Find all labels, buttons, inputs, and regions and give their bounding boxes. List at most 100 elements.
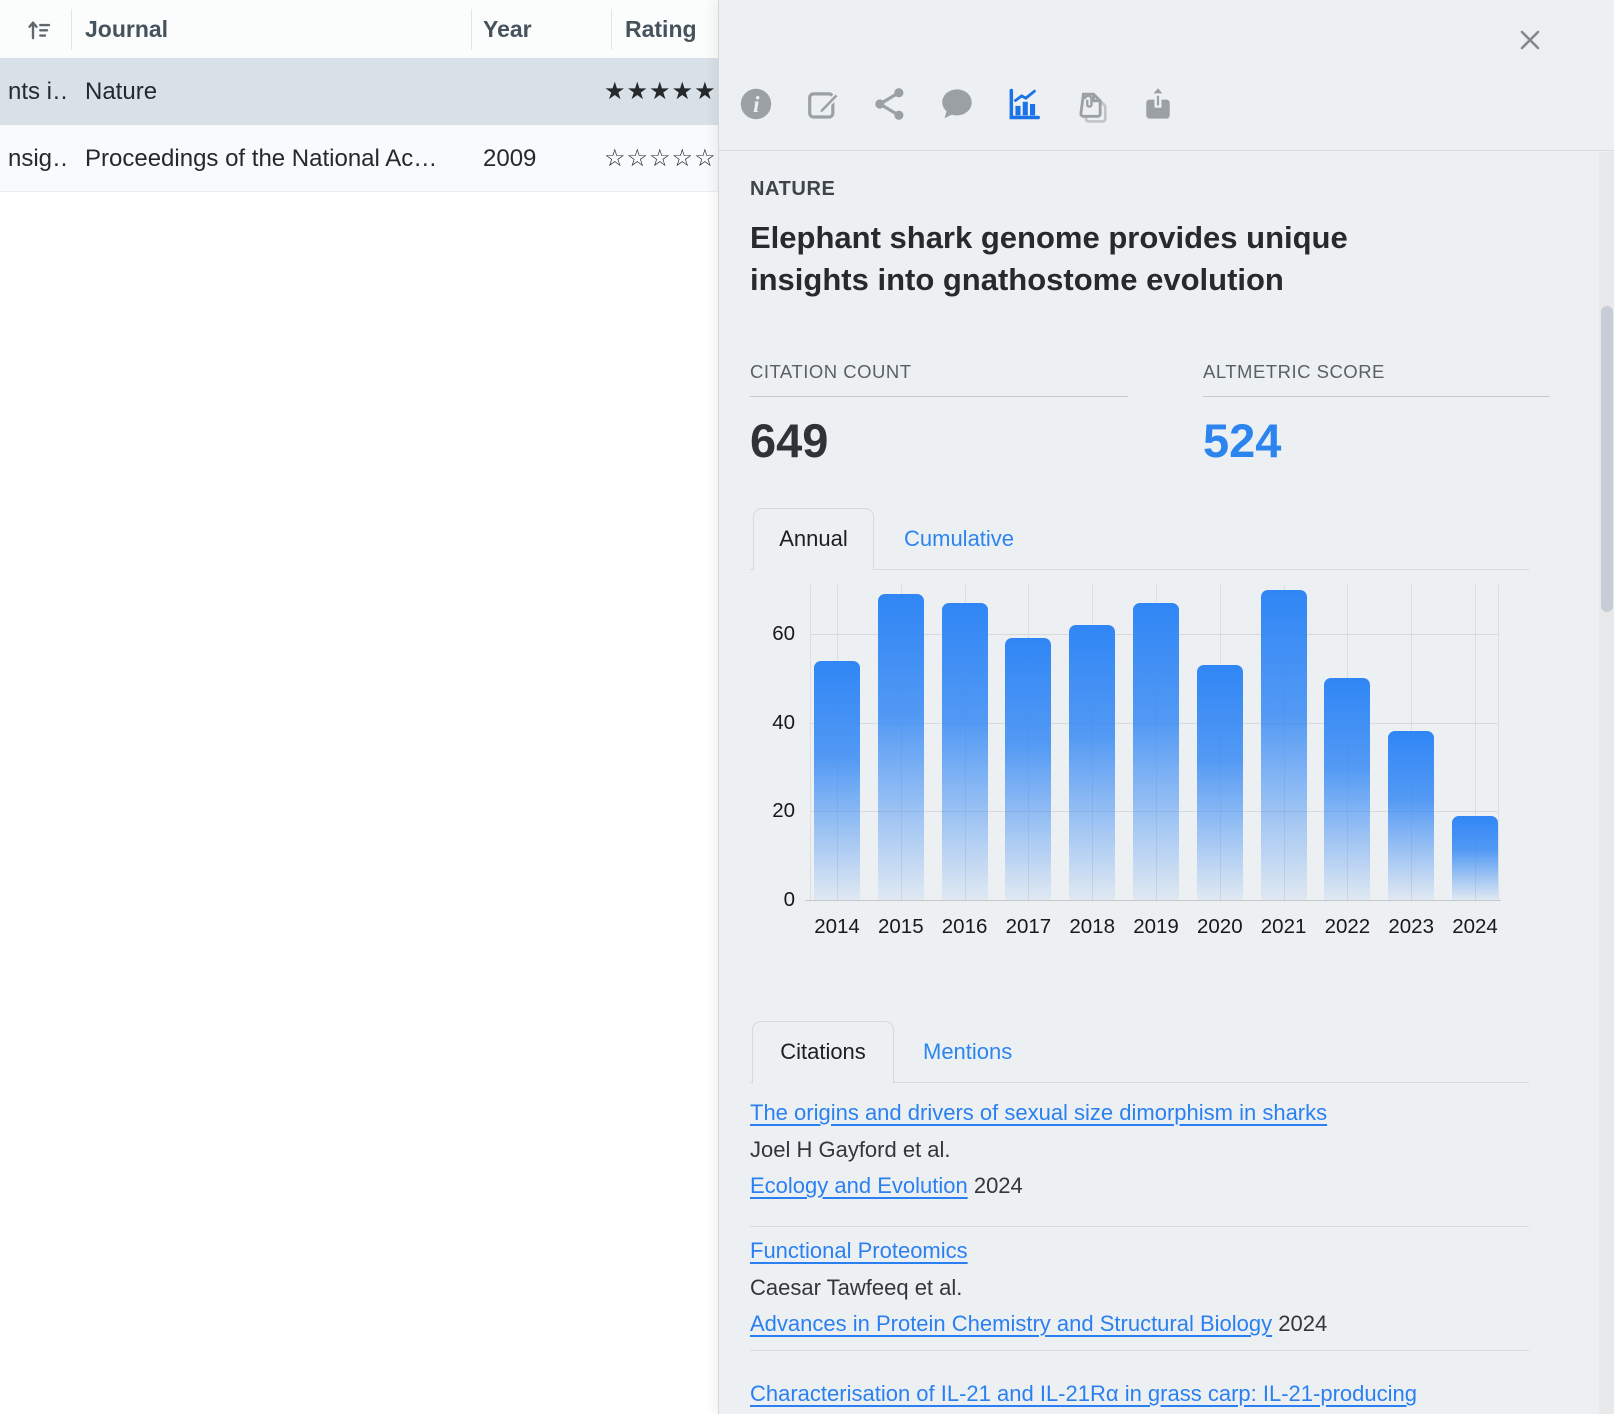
title-cell: nsig… (8, 145, 68, 172)
close-icon (1520, 30, 1540, 50)
list-tabs-divider (750, 1082, 1529, 1083)
rating-stars[interactable]: ☆☆☆☆☆ (604, 145, 717, 172)
citation-title-link[interactable]: Functional Proteomics (750, 1238, 968, 1263)
citation-divider (750, 1226, 1529, 1227)
info-button[interactable]: i (736, 84, 776, 128)
x-tick-label: 2022 (1324, 915, 1371, 938)
citation-authors: Caesar Tawfeeq et al. (750, 1275, 963, 1300)
bar-2018 (1069, 625, 1116, 900)
x-tick-label: 2016 (941, 915, 988, 938)
rating-stars[interactable]: ★★★★★ (604, 78, 717, 105)
tab-mentions[interactable]: Mentions (923, 1039, 1013, 1064)
bar-2022 (1324, 678, 1371, 900)
x-axis-line (805, 900, 1501, 901)
y-tick-label: 20 (772, 799, 795, 823)
export-icon (1139, 84, 1177, 128)
x-tick-label: 2018 (1069, 915, 1115, 938)
column-header-rating[interactable]: Rating (625, 16, 697, 42)
column-header-journal[interactable]: Journal (85, 16, 169, 42)
citation-count-stat: CITATION COUNT 649 (750, 361, 1128, 468)
svg-text:i: i (753, 92, 760, 117)
bar-2014 (814, 660, 860, 900)
column-divider (471, 9, 472, 50)
citation-journal-link[interactable]: Ecology and Evolution (750, 1173, 968, 1198)
x-tick-label: 2014 (814, 915, 860, 938)
altmetric-score-stat: ALTMETRIC SCORE 524 (1203, 361, 1550, 468)
reference-table: Journal Year Rating nts i… Nature ★★★★★ nsi… (0, 0, 718, 1414)
metrics-content: NATURE Elephant shark genome provides un… (719, 151, 1614, 1414)
chart-tabs-divider (750, 569, 1529, 570)
tab-annual[interactable]: Annual (753, 508, 874, 570)
x-tick-label: 2024 (1452, 915, 1498, 938)
paper-title: Elephant shark genome provides unique in… (750, 220, 1348, 297)
attachments-button[interactable] (1071, 84, 1111, 128)
info-icon: i (737, 85, 775, 128)
column-header-year[interactable]: Year (483, 16, 532, 42)
x-tick-label: 2021 (1260, 915, 1307, 938)
gridline (810, 585, 811, 901)
altmetric-score-label: ALTMETRIC SCORE (1203, 361, 1550, 397)
citation-item: Characterisation of IL-21 and IL-21Rα in… (750, 1381, 1529, 1407)
panel-scrollbar-track[interactable] (1599, 152, 1614, 1414)
x-tick-label: 2023 (1388, 915, 1434, 938)
table-row[interactable]: nts i… Nature ★★★★★ (0, 58, 718, 125)
tab-citations[interactable]: Citations (752, 1021, 894, 1083)
chart-plot-area (805, 585, 1501, 901)
sort-ascending-icon (28, 20, 51, 40)
edit-icon (804, 85, 842, 128)
comment-icon (938, 85, 976, 128)
tab-cumulative[interactable]: Cumulative (904, 526, 1015, 551)
metrics-icon (1005, 85, 1043, 128)
gridline (1475, 585, 1476, 901)
table-header: Journal Year Rating (0, 0, 718, 58)
citation-authors: Joel H Gayford et al. (750, 1137, 951, 1162)
sort-button[interactable] (22, 13, 56, 47)
title-cell: nts i… (8, 78, 68, 105)
citation-count-value: 649 (750, 414, 829, 467)
table-row[interactable]: nsig… Proceedings of the National Ac… 2009… (0, 125, 718, 192)
bar-2024 (1452, 815, 1498, 900)
detail-toolbar: i (719, 0, 1614, 151)
x-tick-label: 2019 (1133, 915, 1179, 938)
metrics-button[interactable] (1004, 84, 1044, 128)
y-tick-label: 40 (772, 710, 795, 734)
bar-2016 (941, 602, 988, 900)
x-tick-label: 2015 (877, 915, 924, 938)
bar-2020 (1196, 664, 1243, 900)
bar-2019 (1133, 602, 1179, 900)
journal-cell: Nature (85, 78, 158, 105)
attachments-icon (1072, 85, 1110, 128)
journal-cell: Proceedings of the National Ac… (85, 145, 438, 172)
y-tick-label: 0 (783, 888, 795, 911)
citation-divider (750, 1350, 1529, 1351)
bar-2021 (1260, 589, 1307, 900)
x-tick-label: 2020 (1196, 915, 1243, 938)
gridline (1498, 585, 1499, 901)
export-button[interactable] (1138, 84, 1178, 128)
column-divider (611, 9, 612, 50)
citation-title-link[interactable]: Characterisation of IL-21 and IL-21Rα in… (750, 1381, 1417, 1406)
citation-count-label: CITATION COUNT (750, 361, 1128, 397)
citation-title-link[interactable]: The origins and drivers of sexual size d… (750, 1100, 1328, 1125)
share-icon (871, 85, 909, 128)
share-button[interactable] (870, 84, 910, 128)
altmetric-score-value: 524 (1203, 414, 1282, 467)
panel-scrollbar-thumb[interactable] (1601, 306, 1613, 612)
bar-2015 (877, 594, 924, 900)
bar-2023 (1388, 731, 1435, 900)
detail-panel: i NATURE Elephant shark genome provides … (718, 0, 1614, 1414)
column-divider (71, 9, 72, 50)
edit-button[interactable] (803, 84, 843, 128)
citation-year: 2024 (1278, 1311, 1328, 1336)
citation-item: Functional Proteomics Caesar Tawfeeq et a… (750, 1238, 1529, 1337)
year-cell: 2009 (483, 145, 537, 172)
y-tick-label: 60 (772, 621, 795, 645)
citation-journal-link[interactable]: Advances in Protein Chemistry and Struct… (750, 1311, 1273, 1336)
citation-year: 2024 (973, 1173, 1023, 1198)
close-panel-button[interactable] (1512, 22, 1548, 58)
journal-label: NATURE (750, 178, 836, 200)
comment-button[interactable] (937, 84, 977, 128)
x-tick-label: 2017 (1005, 915, 1052, 938)
bar-2017 (1005, 638, 1052, 900)
citation-item: The origins and drivers of sexual size d… (750, 1100, 1529, 1199)
